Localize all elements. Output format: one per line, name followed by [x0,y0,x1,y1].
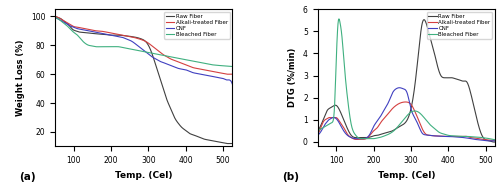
Bleached Fiber [314,130,320,132]
Raw Fiber [450,77,456,79]
CNF [205,74,211,77]
Alkali-treated Fiber [326,117,332,119]
Alkali-treated Fiber [428,134,434,137]
Bleached Fiber [492,139,498,141]
CNF [450,136,456,138]
Y-axis label: Weight Loss (%): Weight Loss (%) [16,40,25,116]
Alkali-treated Fiber [492,139,498,141]
Bleached Fiber [230,65,235,68]
Alkali-treated Fiber [402,101,408,103]
CNF [326,119,332,121]
Alkali-treated Fiber [186,65,192,67]
Raw Fiber [230,142,235,145]
Text: (b): (b) [282,172,299,182]
Legend: Raw Fiber, Alkali-treated Fiber, CNF, Bleached Fiber: Raw Fiber, Alkali-treated Fiber, CNF, Bl… [427,12,492,39]
Raw Fiber [205,139,211,141]
Alkali-treated Fiber [52,15,58,17]
Line: Alkali-treated Fiber: Alkali-treated Fiber [318,102,495,140]
Line: Bleached Fiber: Bleached Fiber [55,18,233,66]
Raw Fiber [63,22,69,24]
Line: Bleached Fiber: Bleached Fiber [318,19,495,140]
Alkali-treated Fiber [450,135,456,138]
Raw Fiber [314,130,320,132]
CNF [314,134,320,137]
Raw Fiber [418,32,424,35]
Raw Fiber [421,19,427,21]
Alkali-treated Fiber [205,69,211,72]
CNF [418,130,424,132]
Bleached Fiber [205,63,211,65]
Line: CNF: CNF [55,18,233,84]
Raw Fiber [468,92,473,94]
Alkali-treated Fiber [418,125,424,127]
Alkali-treated Fiber [165,56,171,59]
Line: Alkali-treated Fiber: Alkali-treated Fiber [55,16,233,74]
Bleached Fiber [186,59,192,61]
Raw Fiber [422,20,428,23]
CNF [63,22,69,25]
Bleached Fiber [326,123,332,126]
Raw Fiber [165,102,171,104]
CNF [160,61,166,64]
Alkali-treated Fiber [63,21,69,23]
Alkali-treated Fiber [225,73,231,75]
Raw Fiber [155,71,161,73]
CNF [52,17,58,19]
CNF [230,83,235,85]
Bleached Fiber [165,55,171,57]
Raw Fiber [52,15,58,17]
Text: (a): (a) [20,172,36,182]
Raw Fiber [491,141,497,143]
Raw Fiber [428,39,434,41]
Bleached Fiber [450,135,456,137]
CNF [492,140,498,142]
CNF [186,70,192,72]
Bleached Fiber [155,53,161,55]
Legend: Raw Fiber, Alkali-treated Fiber, CNF, Bleached Fiber: Raw Fiber, Alkali-treated Fiber, CNF, Bl… [164,12,230,39]
CNF [468,138,473,140]
Alkali-treated Fiber [230,73,235,75]
Bleached Fiber [428,124,434,126]
CNF [488,140,494,142]
Line: Raw Fiber: Raw Fiber [318,20,495,142]
CNF [422,134,428,136]
Line: CNF: CNF [318,88,495,141]
CNF [155,59,161,61]
Bleached Fiber [468,136,473,138]
Alkali-treated Fiber [488,139,494,141]
Bleached Fiber [63,24,69,26]
Raw Fiber [160,85,166,88]
Y-axis label: DTG (%/min): DTG (%/min) [288,48,298,107]
CNF [165,63,171,66]
Alkali-treated Fiber [155,49,161,52]
Bleached Fiber [336,18,342,20]
Alkali-treated Fiber [314,132,320,134]
Line: Raw Fiber: Raw Fiber [55,16,233,144]
CNF [396,87,402,89]
Alkali-treated Fiber [160,53,166,55]
Bleached Fiber [418,113,424,115]
Raw Fiber [186,132,192,135]
CNF [428,134,434,137]
Bleached Fiber [422,118,428,120]
X-axis label: Temp. (Cel): Temp. (Cel) [115,171,172,180]
Bleached Fiber [52,17,58,19]
Raw Fiber [225,143,231,145]
Raw Fiber [492,141,498,143]
Bleached Fiber [160,54,166,56]
Alkali-treated Fiber [422,133,428,135]
X-axis label: Temp. (Cel): Temp. (Cel) [378,171,435,180]
Raw Fiber [326,108,332,110]
Alkali-treated Fiber [468,136,473,139]
